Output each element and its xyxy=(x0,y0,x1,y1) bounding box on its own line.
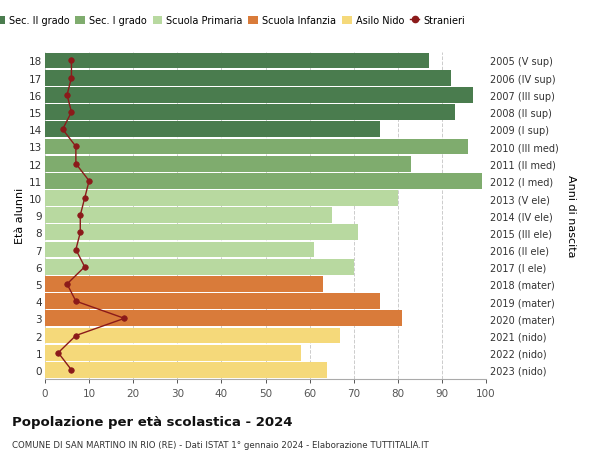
Bar xyxy=(45,88,473,104)
Bar xyxy=(45,208,332,224)
Bar xyxy=(45,276,323,292)
Bar xyxy=(45,157,411,172)
Legend: Sec. II grado, Sec. I grado, Scuola Primaria, Scuola Infanzia, Asilo Nido, Stran: Sec. II grado, Sec. I grado, Scuola Prim… xyxy=(0,12,469,30)
Bar xyxy=(45,53,428,69)
Bar xyxy=(45,362,327,378)
Bar xyxy=(45,139,469,155)
Bar xyxy=(45,122,380,138)
Y-axis label: Anni di nascita: Anni di nascita xyxy=(566,174,575,257)
Bar xyxy=(45,345,301,361)
Bar xyxy=(45,105,455,121)
Bar xyxy=(45,174,482,189)
Bar xyxy=(45,311,402,326)
Bar xyxy=(45,71,451,86)
Bar xyxy=(45,259,354,275)
Bar xyxy=(45,328,340,344)
Y-axis label: Età alunni: Età alunni xyxy=(15,188,25,244)
Bar xyxy=(45,294,380,309)
Bar xyxy=(45,190,398,207)
Bar xyxy=(45,242,314,258)
Bar xyxy=(45,225,358,241)
Text: Popolazione per età scolastica - 2024: Popolazione per età scolastica - 2024 xyxy=(12,415,293,428)
Text: COMUNE DI SAN MARTINO IN RIO (RE) - Dati ISTAT 1° gennaio 2024 - Elaborazione TU: COMUNE DI SAN MARTINO IN RIO (RE) - Dati… xyxy=(12,440,429,449)
